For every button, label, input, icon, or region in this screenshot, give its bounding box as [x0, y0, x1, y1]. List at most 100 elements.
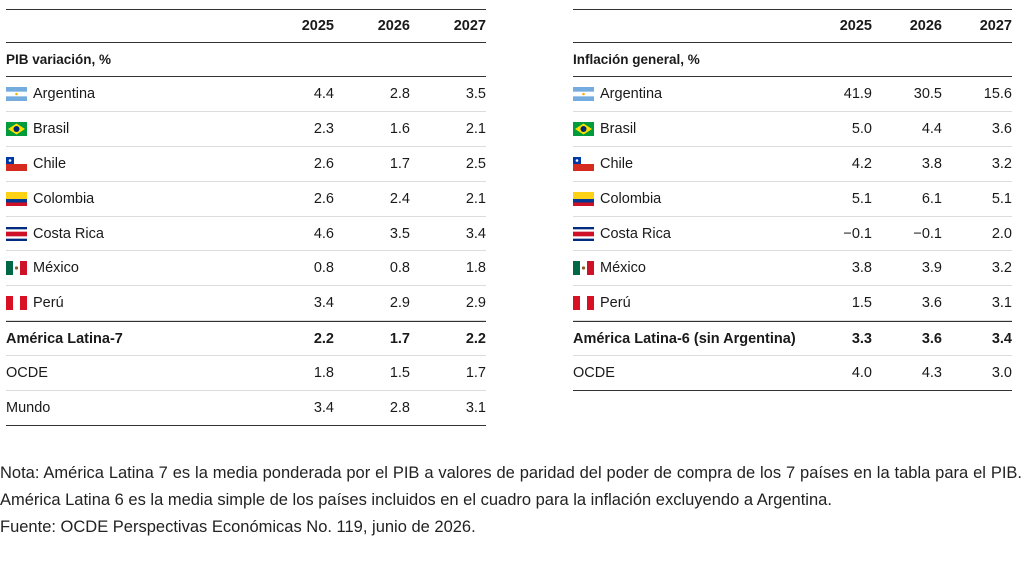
country-name: Colombia [33, 190, 95, 207]
value-cell: 2.1 [465, 190, 486, 207]
value-cell: 1.6 [389, 120, 410, 137]
country-cell: Colombia [573, 191, 802, 207]
section-title-row: PIB variación, % [6, 43, 486, 77]
country-name: Chile [600, 155, 634, 172]
country-name: Argentina [33, 85, 96, 102]
value-cell: 2.2 [465, 330, 486, 347]
country-name: México [600, 260, 646, 277]
country-name: Brasil [33, 120, 70, 137]
value-cell: 0.8 [313, 260, 334, 277]
value-cell: 1.7 [389, 155, 410, 172]
value-cell: 3.2 [991, 260, 1012, 277]
country-cell: Argentina [6, 86, 258, 102]
country-cell: Perú [573, 295, 802, 311]
value-cell: 4.2 [851, 155, 872, 172]
value-cell: 2.6 [313, 155, 334, 172]
inflation-table: 2025 2026 2027 Inflación general, % Argentin… [573, 9, 1012, 392]
country-cell: Colombia [6, 191, 258, 207]
value-cell: 5.1 [851, 190, 872, 207]
chile-flag [6, 156, 27, 171]
value-cell: 5.0 [851, 120, 872, 137]
country-cell: Chile [6, 156, 258, 172]
value-cell: 4.0 [851, 365, 872, 382]
country-row: Colombia 2.6 2.4 2.1 [6, 182, 486, 217]
value-cell: 1.8 [465, 260, 486, 277]
value-cell: 3.1 [991, 295, 1012, 312]
value-cell: 1.5 [851, 295, 872, 312]
section-title: Inflación general, % [573, 52, 700, 67]
value-cell: 3.8 [921, 155, 942, 172]
colombia-flag [573, 191, 594, 206]
value-cell: 0.8 [389, 260, 410, 277]
value-cell: 3.2 [991, 155, 1012, 172]
header-row: 2025 2026 2027 [6, 9, 486, 43]
value-cell: 3.4 [313, 295, 334, 312]
country-name: Chile [33, 155, 67, 172]
year-header: 2027 [979, 18, 1012, 34]
value-cell: 1.8 [313, 365, 334, 382]
value-cell: 1.7 [465, 365, 486, 382]
year-header: 2027 [453, 18, 486, 34]
value-cell: 3.4 [465, 225, 486, 242]
costa-rica-flag [573, 226, 594, 241]
value-cell: 3.1 [465, 399, 486, 416]
year-header: 2025 [301, 18, 334, 34]
country-cell: México [573, 260, 802, 276]
value-cell: 2.3 [313, 120, 334, 137]
region-name: OCDE [6, 365, 48, 382]
value-cell: 6.1 [921, 190, 942, 207]
aggregate-row: América Latina-7 2.2 1.7 2.2 [6, 321, 486, 357]
region-name: OCDE [573, 365, 615, 382]
value-cell: 41.9 [843, 85, 872, 102]
aggregate-name: América Latina-6 (sin Argentina) [573, 330, 796, 347]
country-name: México [33, 260, 79, 277]
source-text: Fuente: OCDE Perspectivas Económicas No.… [0, 518, 476, 536]
country-row: México 0.8 0.8 1.8 [6, 251, 486, 287]
value-cell: 3.4 [313, 399, 334, 416]
value-cell: 3.9 [921, 260, 942, 277]
value-cell: 2.0 [991, 225, 1012, 242]
country-name: Colombia [600, 190, 662, 207]
value-cell: 15.6 [983, 85, 1012, 102]
header-row: 2025 2026 2027 [573, 9, 1012, 43]
value-cell: 5.1 [991, 190, 1012, 207]
value-cell: 3.6 [921, 295, 942, 312]
country-name: Brasil [600, 120, 637, 137]
value-cell: 2.6 [313, 190, 334, 207]
country-row: Chile 4.2 3.8 3.2 [573, 147, 1012, 182]
country-row: Costa Rica 4.6 3.5 3.4 [6, 217, 486, 252]
country-cell: Chile [573, 156, 802, 172]
value-cell: 3.8 [851, 260, 872, 277]
section-title: PIB variación, % [6, 52, 112, 67]
value-cell: 4.6 [313, 225, 334, 242]
country-name: Perú [600, 295, 631, 312]
country-name: Costa Rica [600, 225, 671, 242]
value-cell: 2.1 [465, 120, 486, 137]
value-cell: 2.9 [389, 295, 410, 312]
country-cell: Brasil [573, 121, 802, 137]
country-row: Perú 3.4 2.9 2.9 [6, 286, 486, 322]
value-cell: 3.3 [851, 330, 872, 347]
colombia-flag [6, 191, 27, 206]
year-header: 2025 [839, 18, 872, 34]
value-cell: 3.5 [389, 225, 410, 242]
mexico-flag [573, 261, 594, 276]
value-cell: 3.6 [921, 330, 942, 347]
chile-flag [573, 156, 594, 171]
value-cell: 3.5 [465, 85, 486, 102]
extra-row: OCDE 1.8 1.5 1.7 [6, 356, 486, 392]
argentina-flag [6, 86, 27, 101]
value-cell: 4.4 [921, 120, 942, 137]
peru-flag [6, 296, 27, 311]
value-cell: 2.4 [389, 190, 410, 207]
aggregate-row: América Latina-6 (sin Argentina) 3.3 3.6 3.… [573, 321, 1012, 357]
country-row: Argentina 41.9 30.5 15.6 [573, 77, 1012, 112]
value-cell: 30.5 [913, 85, 942, 102]
year-header: 2026 [377, 18, 410, 34]
region-name: Mundo [6, 399, 51, 416]
argentina-flag [573, 86, 594, 101]
country-cell: Argentina [573, 86, 802, 102]
mexico-flag [6, 261, 27, 276]
value-cell: 3.4 [991, 330, 1012, 347]
value-cell: 1.5 [389, 365, 410, 382]
